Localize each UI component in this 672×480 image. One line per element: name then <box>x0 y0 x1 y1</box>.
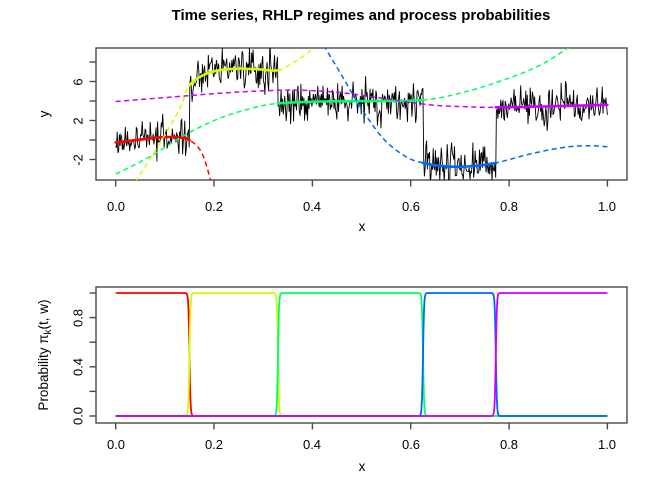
bottom-yaxis-title: Probability πk(t, w) <box>36 299 54 410</box>
top-xtick-label: 0.2 <box>204 199 224 214</box>
time-series-line <box>115 48 608 180</box>
probability-label-suffix: (t, w) <box>36 299 51 330</box>
probability-curve-regime-2 <box>115 292 608 417</box>
top-ytick-label: 2 <box>70 117 86 125</box>
bottom-xtick-label: 0.0 <box>106 437 126 452</box>
top-xtick-label: 0.4 <box>302 199 322 214</box>
probability-curve-regime-5 <box>115 292 608 417</box>
top-plot-border <box>95 47 628 181</box>
bottom-xtick-label: 0.6 <box>401 437 421 452</box>
pi-subscript: k <box>43 329 54 335</box>
regime-1-mean-solid <box>114 135 191 144</box>
top-xtick-label: 1.0 <box>597 199 617 214</box>
bottom-plot-border <box>95 286 628 424</box>
bottom-xaxis-title: x <box>358 459 366 474</box>
regime-5-mean-solid <box>494 103 609 109</box>
bottom-xtick-label: 0.2 <box>204 437 224 452</box>
top-xaxis-title: x <box>358 219 366 234</box>
bottom-xtick-label: 0.8 <box>499 437 519 452</box>
top-ytick-label: 6 <box>70 78 86 86</box>
top-xtick-label: 0.0 <box>106 199 126 214</box>
top-xtick-label: 0.8 <box>499 199 519 214</box>
bottom-ytick-label: 0.4 <box>70 357 86 377</box>
regime-4-mean-solid <box>421 161 498 169</box>
top-yaxis-title: y <box>36 110 52 118</box>
pi-symbol: π <box>36 334 51 344</box>
bottom-xtick-label: 1.0 <box>597 437 617 452</box>
top-ytick-label: -2 <box>70 154 86 166</box>
bottom-plot-area <box>115 292 608 417</box>
bottom-xtick-label: 0.4 <box>302 437 322 452</box>
probability-label-prefix: Probability <box>36 343 51 411</box>
bottom-ytick-label: 0.0 <box>70 406 86 426</box>
regime-2-mean-solid <box>188 67 280 87</box>
top-plot-area <box>114 48 609 180</box>
chart-title: Time series, RHLP regimes and process pr… <box>171 7 551 24</box>
top-xtick-label: 0.6 <box>401 199 421 214</box>
bottom-ytick-label: 0.8 <box>70 308 86 328</box>
